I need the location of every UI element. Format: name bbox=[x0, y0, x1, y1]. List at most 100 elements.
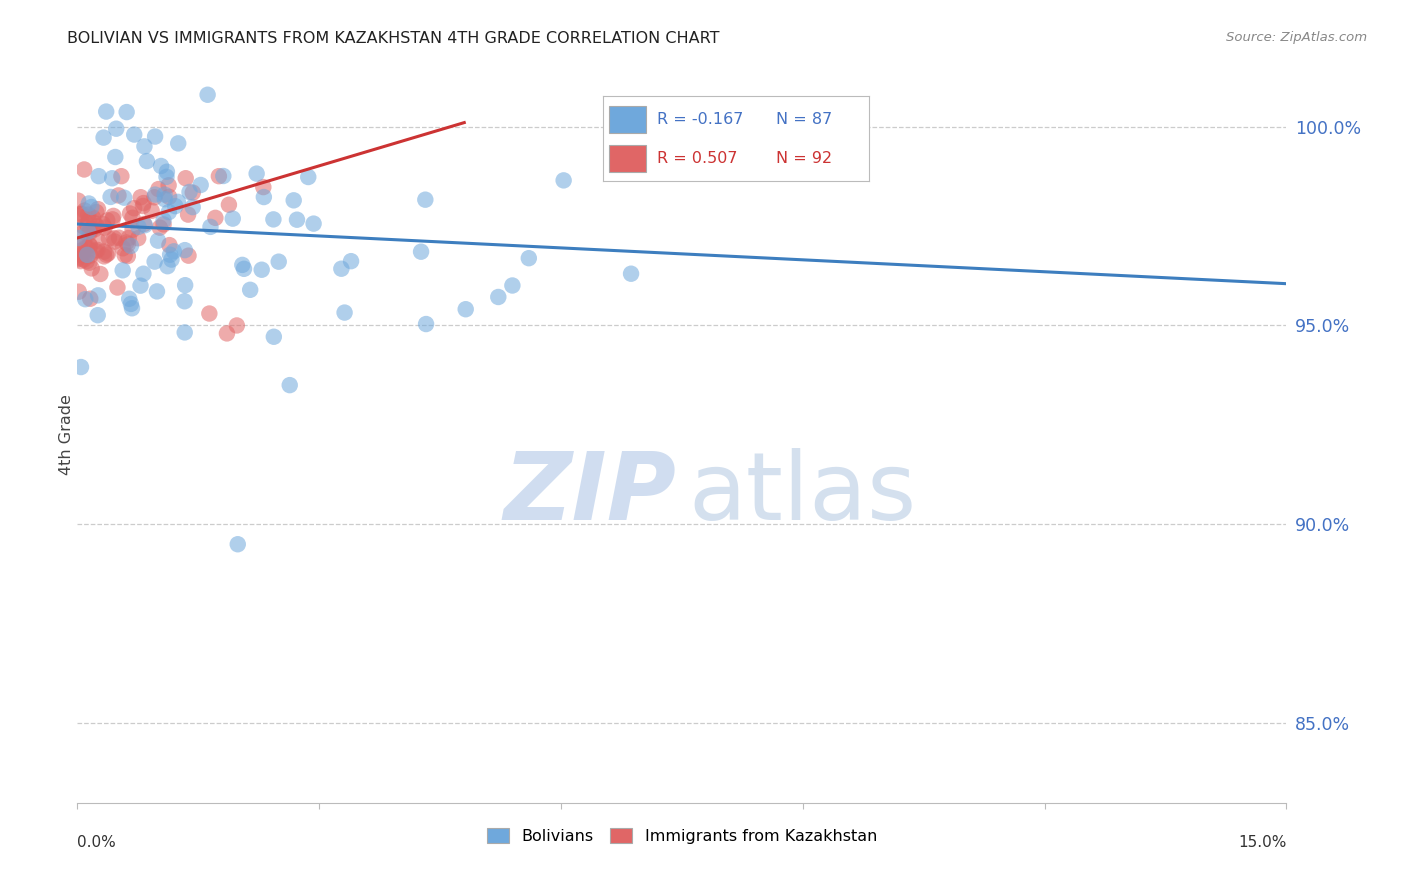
Point bbox=[197, 87, 219, 102]
Point bbox=[122, 128, 145, 142]
Point bbox=[200, 219, 222, 234]
Point bbox=[501, 278, 523, 293]
Y-axis label: 4th Grade: 4th Grade bbox=[59, 394, 73, 475]
Point bbox=[87, 288, 110, 302]
Point bbox=[132, 196, 155, 211]
Point bbox=[486, 290, 509, 304]
Text: 0.0%: 0.0% bbox=[77, 835, 117, 849]
Point bbox=[226, 537, 249, 551]
Text: Source: ZipAtlas.com: Source: ZipAtlas.com bbox=[1226, 31, 1367, 45]
Point bbox=[67, 285, 90, 299]
Point bbox=[67, 210, 90, 224]
Point bbox=[86, 243, 108, 257]
Text: 15.0%: 15.0% bbox=[1239, 835, 1286, 849]
Point bbox=[143, 190, 166, 204]
Point bbox=[173, 326, 195, 340]
Point bbox=[177, 208, 200, 222]
Point bbox=[165, 199, 187, 213]
Point bbox=[76, 218, 98, 232]
Point bbox=[250, 262, 273, 277]
Point bbox=[150, 159, 173, 173]
Point bbox=[73, 252, 96, 267]
Point bbox=[79, 292, 101, 306]
Point bbox=[215, 326, 238, 341]
Point bbox=[246, 167, 269, 181]
Point bbox=[91, 217, 114, 231]
Point bbox=[108, 231, 131, 245]
Point bbox=[93, 220, 115, 235]
Point bbox=[155, 169, 177, 184]
Point bbox=[409, 244, 432, 259]
Point bbox=[87, 308, 110, 322]
Point bbox=[181, 200, 204, 214]
Point bbox=[120, 297, 142, 311]
Point bbox=[153, 187, 176, 202]
Point bbox=[67, 251, 90, 265]
Point bbox=[152, 213, 174, 227]
Point bbox=[167, 136, 190, 151]
Point bbox=[135, 154, 157, 169]
Point bbox=[181, 186, 204, 200]
Point bbox=[302, 217, 325, 231]
Point bbox=[67, 231, 90, 245]
Point bbox=[620, 267, 643, 281]
Point bbox=[87, 202, 110, 216]
Text: BOLIVIAN VS IMMIGRANTS FROM KAZAKHSTAN 4TH GRADE CORRELATION CHART: BOLIVIAN VS IMMIGRANTS FROM KAZAKHSTAN 4… bbox=[67, 31, 720, 46]
Point bbox=[89, 267, 111, 281]
Point bbox=[148, 182, 170, 196]
Point bbox=[121, 223, 143, 237]
Point bbox=[157, 190, 180, 204]
Point bbox=[73, 225, 96, 239]
Point bbox=[127, 219, 149, 234]
Point bbox=[212, 169, 235, 183]
Point bbox=[173, 294, 195, 309]
Point bbox=[75, 292, 97, 306]
Point bbox=[143, 187, 166, 202]
Point bbox=[69, 239, 91, 253]
Point bbox=[252, 180, 274, 194]
Point bbox=[233, 261, 256, 276]
Point bbox=[333, 305, 356, 319]
Point bbox=[77, 225, 100, 239]
Point bbox=[69, 244, 91, 258]
Point bbox=[87, 169, 110, 183]
Point bbox=[69, 248, 91, 262]
Point bbox=[163, 244, 186, 259]
Point bbox=[179, 185, 201, 199]
Point bbox=[86, 219, 108, 234]
Point bbox=[190, 178, 212, 192]
Point bbox=[70, 359, 93, 374]
Point bbox=[80, 261, 103, 276]
Point bbox=[104, 150, 127, 164]
Point bbox=[156, 165, 179, 179]
Point bbox=[283, 194, 305, 208]
Point bbox=[160, 252, 183, 267]
Point bbox=[77, 208, 100, 222]
Point bbox=[152, 218, 174, 232]
Point bbox=[263, 330, 285, 344]
Point bbox=[67, 252, 90, 267]
Point bbox=[159, 238, 181, 252]
Point bbox=[83, 222, 105, 236]
Point bbox=[415, 193, 437, 207]
Point bbox=[79, 238, 101, 252]
Point bbox=[115, 235, 138, 250]
Point bbox=[285, 212, 308, 227]
Point bbox=[174, 171, 197, 186]
Point bbox=[204, 211, 226, 225]
Point bbox=[114, 248, 136, 262]
Point bbox=[79, 223, 101, 237]
Point bbox=[218, 198, 240, 212]
Point bbox=[149, 220, 172, 235]
Point bbox=[97, 231, 120, 245]
Point bbox=[225, 318, 247, 333]
Point bbox=[103, 209, 125, 223]
Point bbox=[97, 246, 120, 260]
Text: atlas: atlas bbox=[688, 448, 917, 540]
Point bbox=[72, 219, 94, 234]
Point bbox=[79, 242, 101, 256]
Point bbox=[278, 378, 301, 392]
Point bbox=[134, 218, 156, 232]
Point bbox=[96, 104, 118, 119]
Point bbox=[146, 234, 169, 248]
